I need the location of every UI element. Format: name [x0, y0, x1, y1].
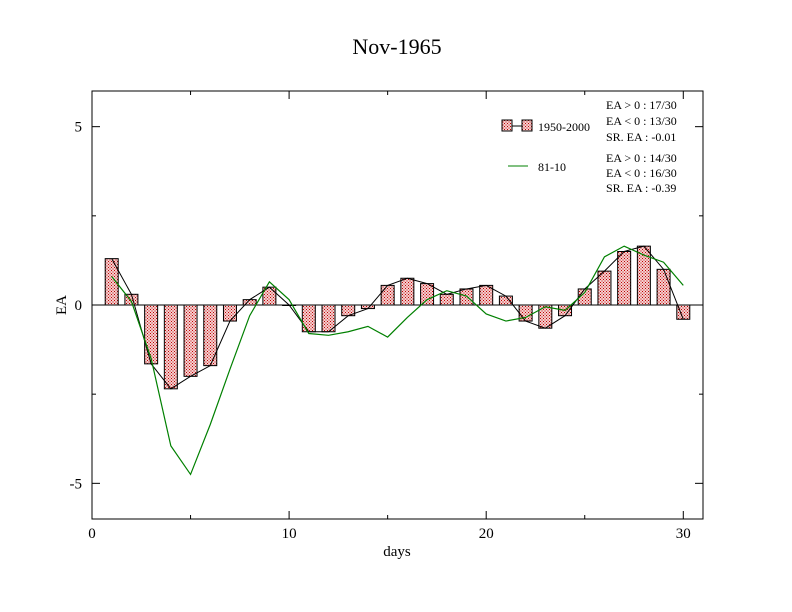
- bar-day-17: [420, 283, 435, 306]
- x-axis-label: days: [383, 544, 411, 560]
- x-tick-label: 10: [282, 526, 297, 542]
- stats-81-10-negative: EA < 0 : 16/30: [606, 166, 677, 180]
- legend: 1950-2000 81-10 EA > 0 : 17/30 EA < 0 : …: [501, 98, 677, 195]
- y-tick-label: 5: [75, 120, 83, 136]
- bar-day-18: [439, 293, 454, 306]
- bar-day-16: [400, 277, 415, 306]
- bar-day-3: [144, 304, 159, 365]
- bar-day-19: [459, 288, 474, 306]
- legend-label-1950-2000: 1950-2000: [538, 120, 590, 134]
- bar-day-11: [301, 304, 316, 333]
- stats-1950-2000-negative: EA < 0 : 13/30: [606, 114, 677, 128]
- y-tick-label: 0: [75, 298, 83, 314]
- bar-day-27: [617, 251, 632, 306]
- bar-day-5: [183, 304, 198, 377]
- bar-day-21: [498, 295, 513, 306]
- bar-day-29: [656, 268, 671, 306]
- y-tick-label: -5: [70, 476, 83, 492]
- stats-1950-2000-positive: EA > 0 : 17/30: [606, 98, 677, 112]
- y-axis-label: EA: [54, 295, 70, 315]
- x-tick-label: 20: [479, 526, 494, 542]
- bar-day-15: [380, 284, 395, 306]
- stats-81-10-positive: EA > 0 : 14/30: [606, 151, 677, 165]
- legend-swatch-1950-2000-left: [501, 119, 513, 132]
- legend-swatch-1950-2000-right: [521, 119, 533, 132]
- bar-day-26: [597, 270, 612, 306]
- bar-day-4: [163, 304, 178, 390]
- bar-day-7: [222, 304, 237, 322]
- x-tick-label: 0: [88, 526, 96, 542]
- bar-series: [104, 245, 691, 390]
- stats-81-10-sr: SR. EA : -0.39: [606, 181, 676, 195]
- line-series: [111, 245, 684, 476]
- legend-label-81-10: 81-10: [538, 160, 566, 174]
- line-81-10: [111, 245, 684, 476]
- x-tick-label: 30: [676, 526, 691, 542]
- bar-day-23: [538, 304, 553, 329]
- stats-1950-2000-sr: SR. EA : -0.01: [606, 130, 676, 144]
- axes: 0 10 20 30 -5 0 5: [70, 91, 703, 542]
- chart-title: Nov-1965: [352, 34, 441, 59]
